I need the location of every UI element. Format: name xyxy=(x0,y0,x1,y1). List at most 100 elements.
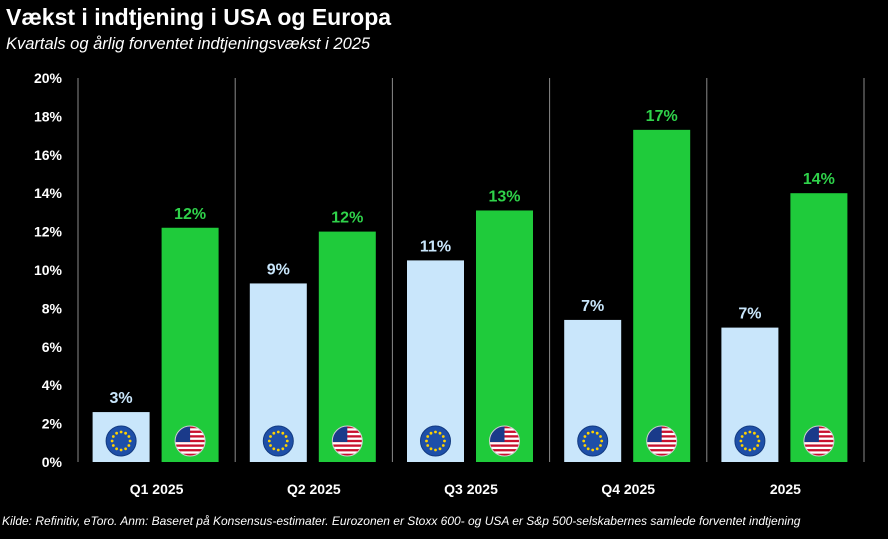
eu-flag-icon xyxy=(734,425,766,457)
eu-flag-star xyxy=(438,447,442,451)
eu-flag-icon xyxy=(420,425,451,457)
data-label: 3% xyxy=(110,390,133,407)
eu-flag-star xyxy=(267,439,271,443)
us-flag-ring xyxy=(174,425,206,457)
eu-flag-star xyxy=(272,431,276,435)
y-tick-label: 8% xyxy=(42,300,63,316)
us-flag-icon xyxy=(174,425,206,457)
eu-flag-star xyxy=(599,435,602,438)
us-flag-body xyxy=(646,426,677,456)
eu-flag-star xyxy=(600,439,604,443)
us-flag-body xyxy=(332,426,363,456)
data-label: 7% xyxy=(581,298,604,315)
eu-flag-disc xyxy=(420,425,451,457)
eu-flag-star xyxy=(426,444,430,447)
us-flag-ring xyxy=(803,425,835,457)
x-category-label: Q1 2025 xyxy=(130,481,184,497)
eu-flag-star xyxy=(756,444,760,447)
us-flag-stripe xyxy=(489,444,520,447)
eu-flag-icon xyxy=(262,425,294,457)
eu-flag-star xyxy=(748,448,752,452)
us-flag-stripe xyxy=(332,444,363,447)
eu-flag-star xyxy=(276,448,280,452)
eu-flag-star xyxy=(756,435,760,438)
eu-flag-disc xyxy=(734,425,766,457)
y-tick-label: 2% xyxy=(42,416,63,432)
data-label: 17% xyxy=(646,108,678,125)
x-category-label: Q2 2025 xyxy=(287,481,341,497)
eu-flag-star xyxy=(269,435,272,438)
usa-bar xyxy=(790,193,848,462)
eu-flag-star xyxy=(748,430,752,434)
us-flag-stripe xyxy=(803,449,834,452)
eu-flag-star xyxy=(429,431,433,435)
x-category-label: Q4 2025 xyxy=(601,481,655,497)
eu-flag-star xyxy=(753,431,756,435)
y-tick-label: 10% xyxy=(34,262,63,278)
us-flag-stripe xyxy=(175,449,206,452)
x-category-label: 2025 xyxy=(770,481,801,497)
eu-flag-disc xyxy=(105,425,137,457)
eu-flag-star xyxy=(284,435,288,438)
usa-bar xyxy=(318,231,376,462)
eu-flag-star xyxy=(276,430,280,434)
data-label: 12% xyxy=(331,210,363,227)
eu-flag-disc xyxy=(577,425,609,457)
us-flag-ring xyxy=(331,425,363,457)
eu-flag-star xyxy=(127,444,131,447)
eu-flag-star xyxy=(281,447,285,451)
us-flag-stripe xyxy=(332,453,363,456)
eu-flag-star xyxy=(744,447,747,451)
us-flag-body xyxy=(803,426,834,456)
us-flag-icon xyxy=(646,425,678,457)
eu-flag-icon xyxy=(105,425,137,457)
eu-flag-star xyxy=(757,439,761,443)
eu-flag-star xyxy=(591,448,595,452)
eu-flag-star xyxy=(272,447,276,451)
usa-bar xyxy=(633,129,691,462)
eu-flag-star xyxy=(119,430,123,434)
x-category-label: Q3 2025 xyxy=(444,481,498,497)
chart-title: Vækst i indtjening i USA og Europa xyxy=(6,4,392,30)
us-flag-stripe xyxy=(646,449,677,452)
y-tick-label: 14% xyxy=(34,185,63,201)
data-label: 13% xyxy=(488,188,520,205)
eu-flag-star xyxy=(111,444,115,447)
us-flag-stripe xyxy=(489,453,520,456)
eu-flag-star xyxy=(284,444,288,447)
eu-flag-star xyxy=(124,447,127,451)
eu-flag-star xyxy=(739,439,743,443)
us-flag-icon xyxy=(331,425,363,457)
eu-flag-star xyxy=(586,431,590,435)
y-tick-label: 20% xyxy=(34,70,63,86)
data-label: 14% xyxy=(803,171,835,188)
eu-flag-star xyxy=(443,439,446,443)
eu-flag-star xyxy=(124,431,127,435)
us-flag-ring xyxy=(489,425,520,457)
usa-bar xyxy=(476,210,533,462)
eu-flag-icon xyxy=(577,425,609,457)
us-flag-body xyxy=(489,426,520,456)
eu-flag-star xyxy=(595,447,599,451)
us-flag-stripe xyxy=(175,444,206,447)
source-note: Kilde: Refinitiv, eToro. Anm: Baseret på… xyxy=(2,514,801,528)
chart-subtitle: Kvartals og årlig forventet indtjeningsv… xyxy=(6,35,371,53)
eu-flag-star xyxy=(591,430,595,434)
eu-flag-star xyxy=(429,447,433,451)
data-label: 12% xyxy=(174,206,206,223)
y-tick-label: 6% xyxy=(42,339,63,355)
us-flag-body xyxy=(175,426,206,456)
eu-flag-star xyxy=(285,439,289,443)
us-flag-icon xyxy=(489,425,520,457)
eu-flag-disc xyxy=(262,425,294,457)
eu-flag-star xyxy=(111,435,115,438)
eu-flag-star xyxy=(582,439,586,443)
eu-flag-star xyxy=(441,435,445,438)
y-tick-label: 4% xyxy=(42,377,63,393)
us-flag-icon xyxy=(803,425,835,457)
eu-flag-star xyxy=(740,435,744,438)
y-tick-label: 18% xyxy=(34,108,63,124)
data-label: 9% xyxy=(267,261,290,278)
eu-flag-star xyxy=(115,447,118,451)
